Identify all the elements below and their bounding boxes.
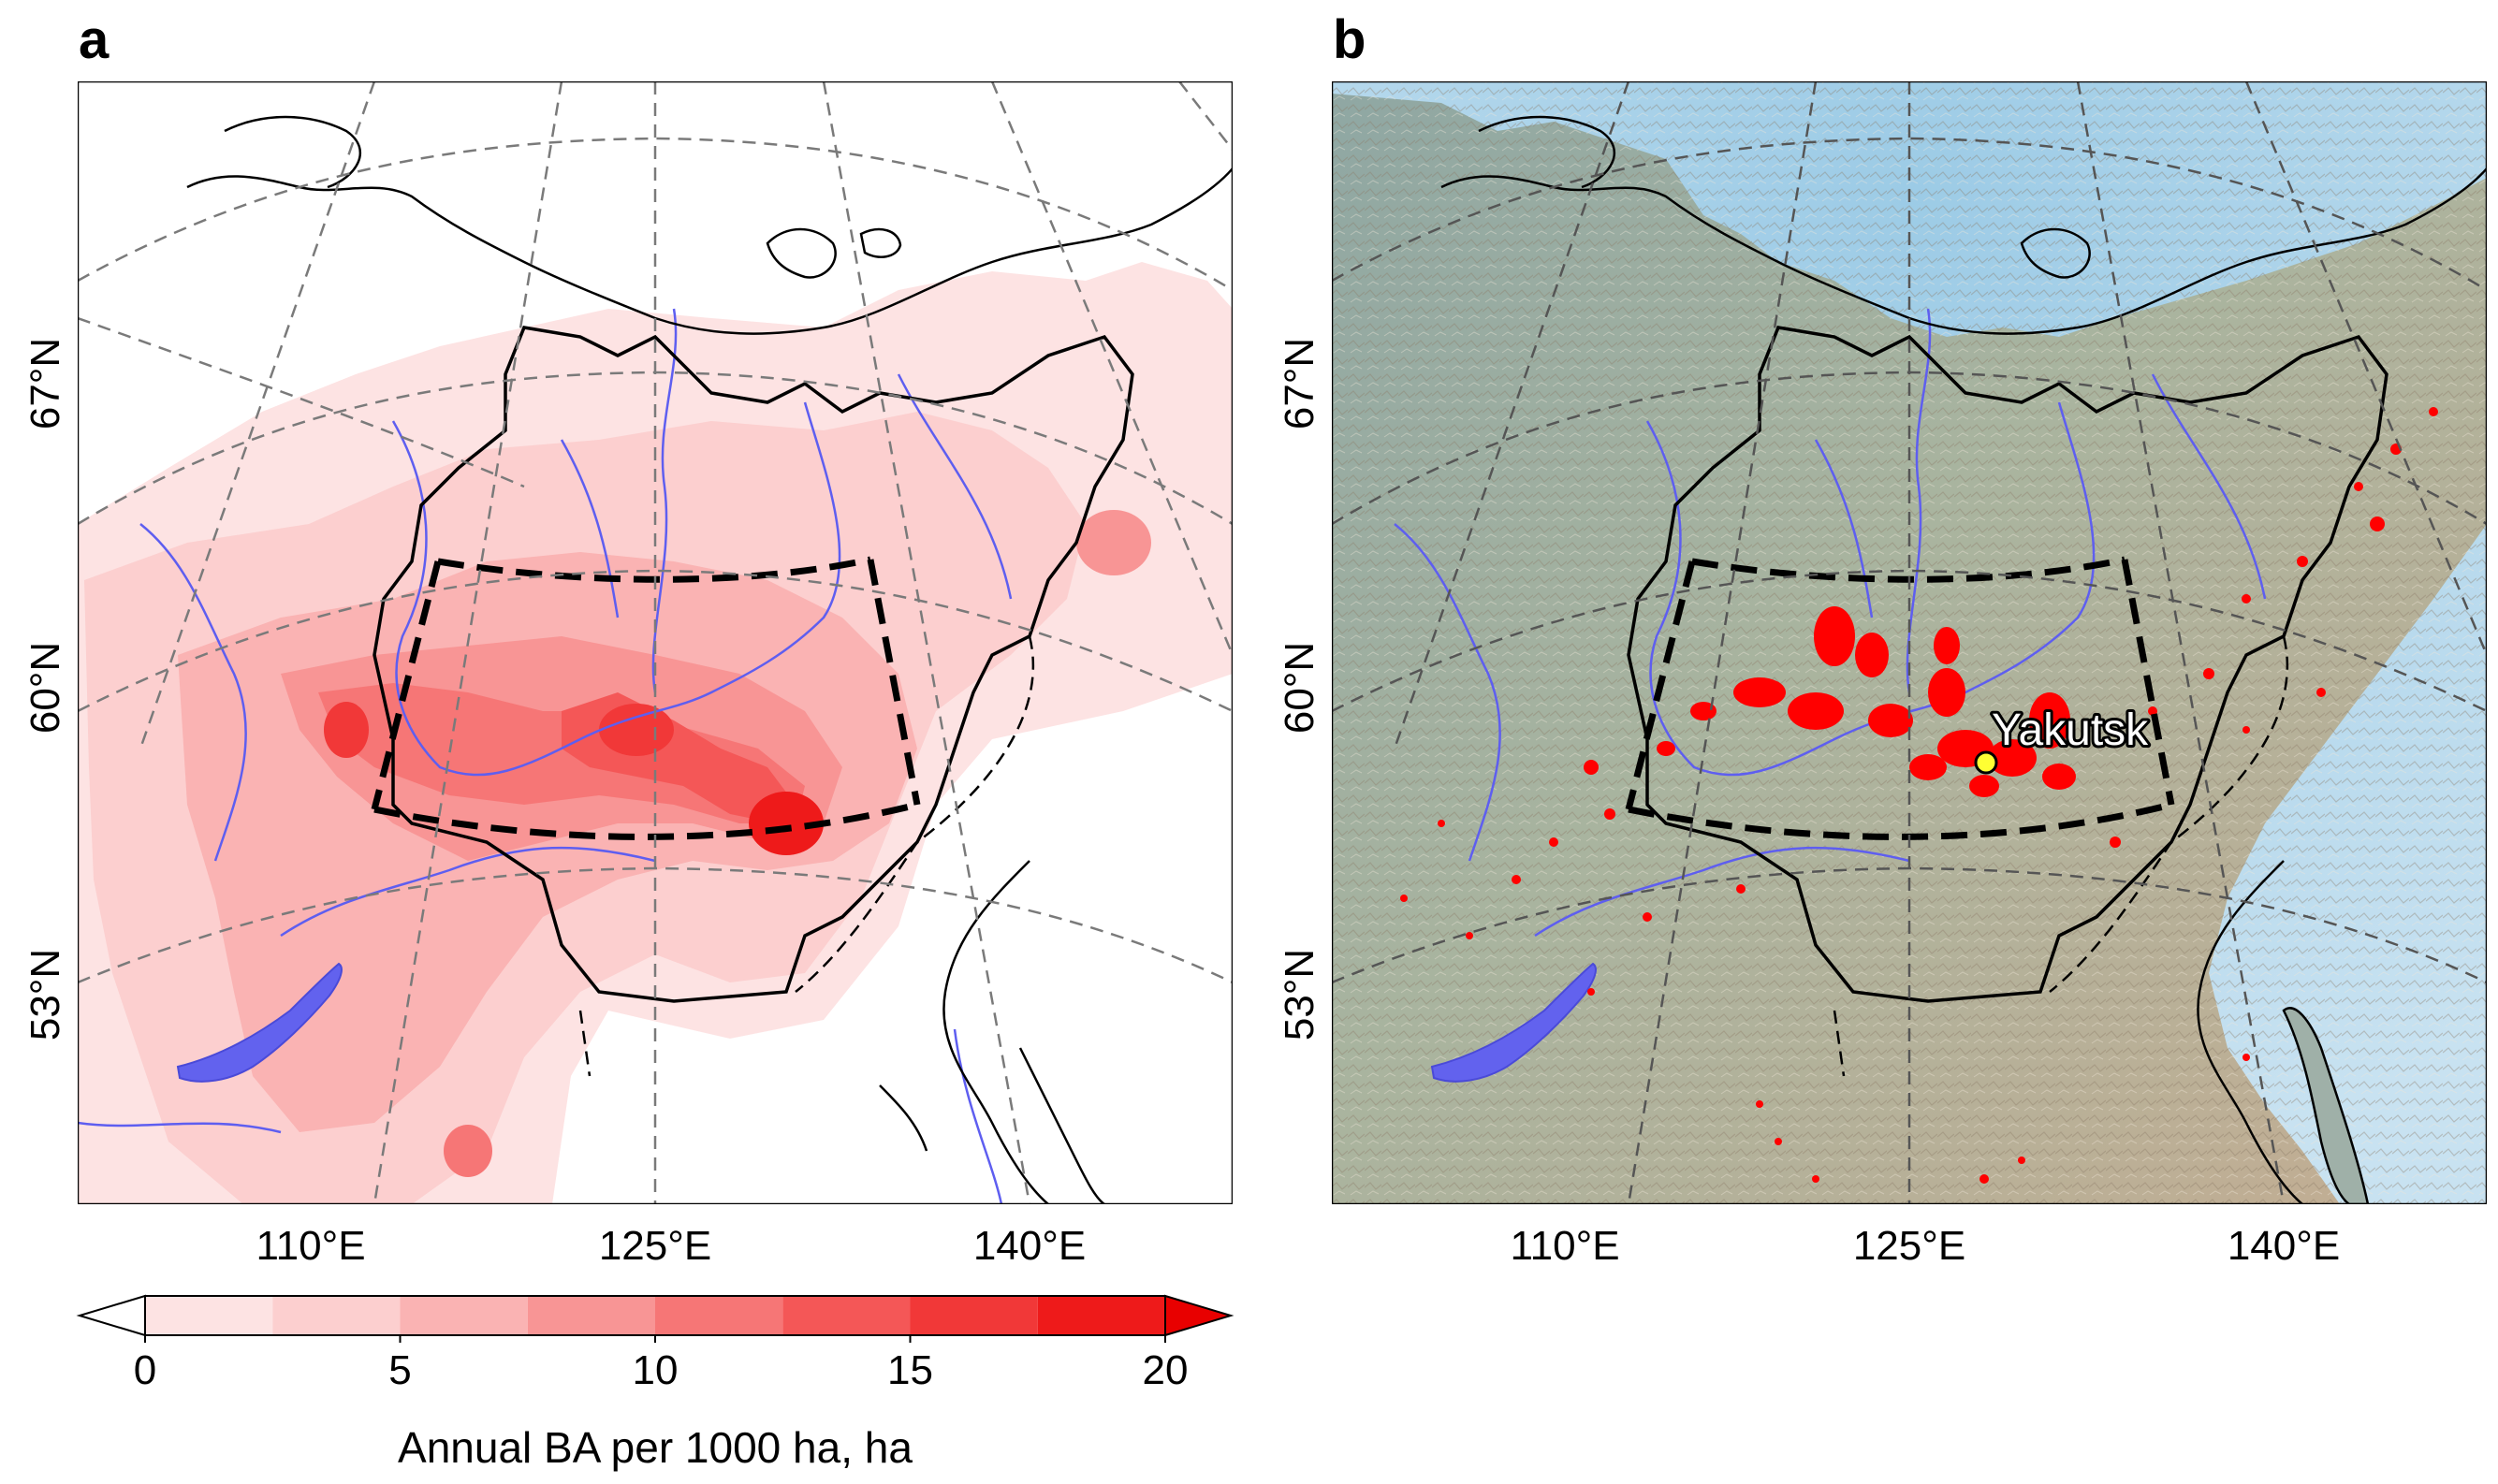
- lake-baikal-b: [1430, 962, 1597, 1083]
- fire-detections: [1400, 407, 2438, 1184]
- country-border-b: [1833, 635, 2289, 1077]
- colorbar-extend-over: [1164, 1294, 1234, 1337]
- panel-b-lon-140: 140°E: [2228, 1223, 2340, 1269]
- colorbar-tick-label-1: 5: [388, 1347, 411, 1393]
- colorbar-segment-2: [400, 1296, 528, 1335]
- coastline: [186, 115, 1233, 1204]
- panel-a-lon-125: 125°E: [599, 1223, 711, 1269]
- region-boundary: [373, 326, 1134, 1003]
- graticule: [78, 81, 1233, 1204]
- colorbar-tick-label-0: 0: [134, 1347, 156, 1393]
- colorbar-tick-label-4: 20: [1143, 1347, 1189, 1393]
- ba-hotspot-central: [599, 704, 674, 756]
- ba-level-5: [318, 683, 805, 823]
- panel-a-letter: a: [79, 9, 110, 70]
- colorbar-segment-6: [910, 1296, 1038, 1335]
- ba-hotspot-east: [749, 792, 824, 855]
- panel-a-lon-140: 140°E: [973, 1223, 1086, 1269]
- colorbar-segment-0: [145, 1296, 273, 1335]
- panel-b-lon-110: 110°E: [1510, 1223, 1619, 1269]
- ba-hotspot-east-2: [1076, 510, 1151, 575]
- sakhalin: [2282, 1007, 2370, 1204]
- panel-b-map: Yakutsk: [1332, 81, 2487, 1204]
- panel-a-lat-67: 67°N: [22, 338, 68, 429]
- colorbar-extend-under: [76, 1294, 146, 1337]
- colorbar-segment-1: [272, 1296, 401, 1335]
- panel-b-lat-53: 53°N: [1277, 949, 1322, 1040]
- coastline-b: [1440, 115, 2487, 1204]
- colorbar-segment-3: [527, 1296, 655, 1335]
- ba-hotspot-west: [324, 702, 369, 758]
- lake-baikal: [176, 962, 343, 1083]
- graticule-b: [1332, 81, 2487, 1204]
- region-boundary-b: [1627, 326, 2388, 1003]
- panel-a-map: [78, 81, 1233, 1204]
- colorbar-segment-7: [1037, 1296, 1165, 1335]
- panel-b-lat-60: 60°N: [1277, 642, 1322, 734]
- rivers: [78, 308, 1013, 1204]
- panel-b-lon-125: 125°E: [1853, 1223, 1965, 1269]
- yakutsk-marker: [1974, 750, 1998, 775]
- colorbar-segment-4: [655, 1296, 783, 1335]
- ba-hotspot-south: [444, 1125, 492, 1177]
- panel-a-lon-110: 110°E: [256, 1223, 365, 1269]
- colorbar-segment-5: [782, 1296, 911, 1335]
- panel-a-lat-53: 53°N: [22, 949, 68, 1040]
- rivers-b: [1394, 308, 2267, 938]
- study-region-box-b: [1625, 556, 2175, 840]
- colorbar-tick-label-3: 15: [887, 1347, 933, 1393]
- panel-b-lat-67: 67°N: [1277, 338, 1322, 429]
- colorbar: 0 5 10 15 20: [76, 1294, 1234, 1393]
- panel-b-letter: b: [1333, 9, 1366, 70]
- study-region-box: [371, 556, 921, 840]
- colorbar-title: Annual BA per 1000 ha, ha: [398, 1423, 913, 1472]
- country-border: [578, 635, 1035, 1077]
- colorbar-tick-label-2: 10: [633, 1347, 679, 1393]
- yakutsk-label: Yakutsk: [1992, 706, 2149, 755]
- panel-a-lat-60: 60°N: [22, 642, 68, 734]
